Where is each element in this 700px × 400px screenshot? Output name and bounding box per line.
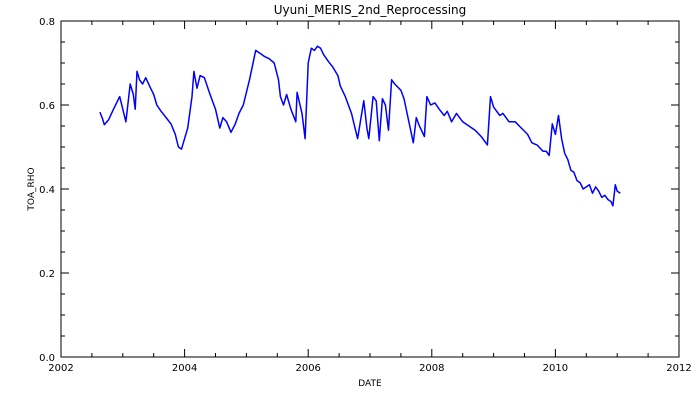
y-tick-label: 0.8 [39,17,55,28]
y-tick-label: 0.0 [39,353,55,364]
x-tick-label: 2010 [543,363,568,374]
x-tick-label: 2008 [419,363,444,374]
y-tick-label: 0.4 [39,185,55,196]
series-line [99,45,621,207]
y-tick-label: 0.2 [39,269,55,280]
plot-frame [60,20,680,358]
y-axis-label: TOA_RHO [27,167,37,211]
axis-ticks [60,20,680,358]
axis-tick-labels: 2002 2004 2006 2008 2010 2012 0.0 0.2 0.4 0.6 0.8 [39,17,692,374]
x-tick-label: 2012 [666,363,691,374]
x-tick-label: 2002 [48,363,73,374]
x-axis-label: DATE [358,379,382,389]
y-tick-label: 0.6 [39,101,55,112]
x-tick-label: 2004 [172,363,197,374]
chart-title: Uyuni_MERIS_2nd_Reprocessing [274,3,467,17]
x-tick-label: 2006 [295,363,320,374]
